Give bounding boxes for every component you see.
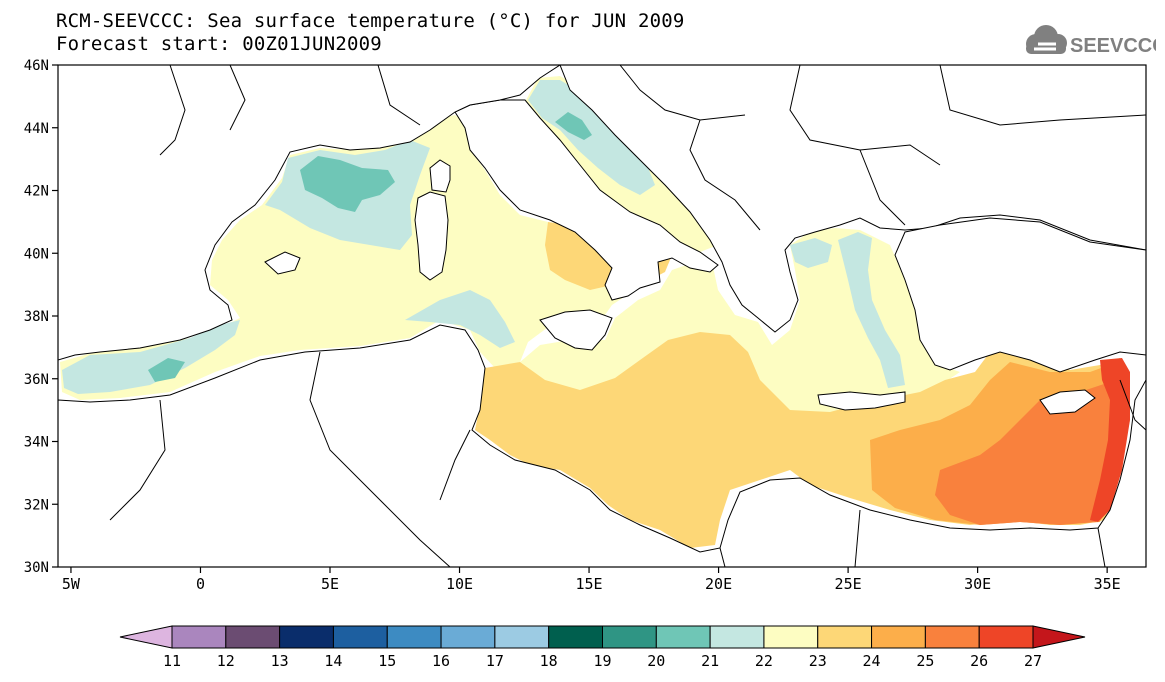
lat-label: 34N <box>24 435 49 451</box>
land-cyprus <box>1039 389 1096 415</box>
sst-aegean-cool <box>838 232 905 388</box>
sst-adriatic-cold <box>555 112 592 140</box>
land-crete <box>817 391 906 411</box>
lat-label: 36N <box>24 372 49 388</box>
sst-adriatic-cool <box>528 80 655 195</box>
lat-label: 44N <box>24 121 49 137</box>
colorbar-label: 18 <box>540 652 558 670</box>
land-mallorca <box>264 251 301 275</box>
colorbar-box <box>440 625 496 649</box>
colorbar-label: 19 <box>593 652 611 670</box>
colorbar-label: 23 <box>809 652 827 670</box>
colorbar-box <box>494 625 550 649</box>
lon-label: 30E <box>964 575 991 593</box>
land-balkans <box>559 65 1146 333</box>
latitude-axis: 46N 44N 42N 40N 38N 36N 34N 32N 30N <box>24 58 58 576</box>
colorbar-label: 22 <box>755 652 773 670</box>
colorbar-label: 25 <box>916 652 934 670</box>
lat-label: 40N <box>24 246 49 262</box>
sst-alboran-cool <box>62 320 240 394</box>
lon-label: 15E <box>576 575 603 593</box>
land-north-africa <box>58 324 1146 567</box>
colorbar-box <box>386 625 442 649</box>
lon-label: 0 <box>196 575 205 593</box>
colorbar-label: 11 <box>163 652 181 670</box>
colorbar-label: 27 <box>1024 652 1042 670</box>
lat-label: 30N <box>24 560 49 576</box>
colorbar-label: 17 <box>486 652 504 670</box>
colorbar-box <box>924 625 980 649</box>
colorbar-label: 14 <box>324 652 342 670</box>
lat-label: 46N <box>24 58 49 74</box>
land-italy <box>454 99 719 301</box>
colorbar-label: 24 <box>863 652 881 670</box>
colorbar-box <box>871 625 926 649</box>
sst-algerian-cool <box>405 290 515 348</box>
sst-tyrrhenian-warm <box>545 222 612 290</box>
colorbar-label: 15 <box>378 652 396 670</box>
lon-label: 35E <box>1094 575 1121 593</box>
land-corsica <box>429 159 451 193</box>
colorbar-box <box>225 625 281 649</box>
colorbar-label: 16 <box>432 652 450 670</box>
land-iberia <box>58 65 561 361</box>
land-turkey <box>894 217 1146 373</box>
lat-label: 38N <box>24 309 49 325</box>
colorbar-label: 13 <box>271 652 289 670</box>
colorbar-max-arrow <box>1032 625 1086 649</box>
sst-alboran-cold <box>148 358 185 382</box>
sst-levant-25 <box>935 382 1126 525</box>
colorbar-label: 20 <box>647 652 665 670</box>
colorbar-label: 26 <box>970 652 988 670</box>
colorbar-box <box>602 625 657 649</box>
lon-label: 20E <box>705 575 732 593</box>
sst-levant-26 <box>1090 358 1130 522</box>
lon-label: 5W <box>62 575 81 593</box>
colorbar-label: 21 <box>701 652 719 670</box>
seevccc-logo: SEEVCCC <box>1026 25 1156 57</box>
colorbar-min-arrow <box>119 625 173 649</box>
colorbar-box <box>279 625 334 649</box>
colorbar-box <box>171 625 227 649</box>
logo-text: SEEVCCC <box>1070 35 1156 57</box>
colorbar-box <box>548 625 603 649</box>
sst-field <box>60 76 1130 548</box>
map-area <box>58 65 1146 567</box>
chart-subtitle: Forecast start: 00Z01JUN2009 <box>56 33 382 55</box>
lon-label: 25E <box>835 575 862 593</box>
colorbar-box <box>332 625 388 649</box>
colorbar: 11 12 13 14 15 16 17 18 19 20 21 22 23 24 25 26 27 <box>119 625 1086 670</box>
land-sardinia <box>414 191 449 281</box>
colorbar-label: 12 <box>217 652 235 670</box>
colorbar-box <box>655 625 711 649</box>
sst-aegean-cool-2 <box>790 238 832 268</box>
colorbar-box <box>763 625 819 649</box>
longitude-axis: 5W 0 5E 10E 15E 20E 25E 30E 35E <box>62 567 1121 593</box>
land-masses <box>58 65 1146 567</box>
lon-label: 10E <box>446 575 473 593</box>
lat-label: 32N <box>24 497 49 513</box>
chart-title: RCM-SEEVCCC: Sea surface temperature (°C… <box>56 10 685 32</box>
land-sicily <box>539 309 613 351</box>
sst-lion-cold <box>300 156 395 212</box>
colorbar-box <box>817 625 873 649</box>
country-borders <box>109 65 1146 567</box>
colorbar-box <box>709 625 765 649</box>
lon-label: 5E <box>321 575 339 593</box>
colorbar-box <box>978 625 1034 649</box>
lat-label: 42N <box>24 184 49 200</box>
